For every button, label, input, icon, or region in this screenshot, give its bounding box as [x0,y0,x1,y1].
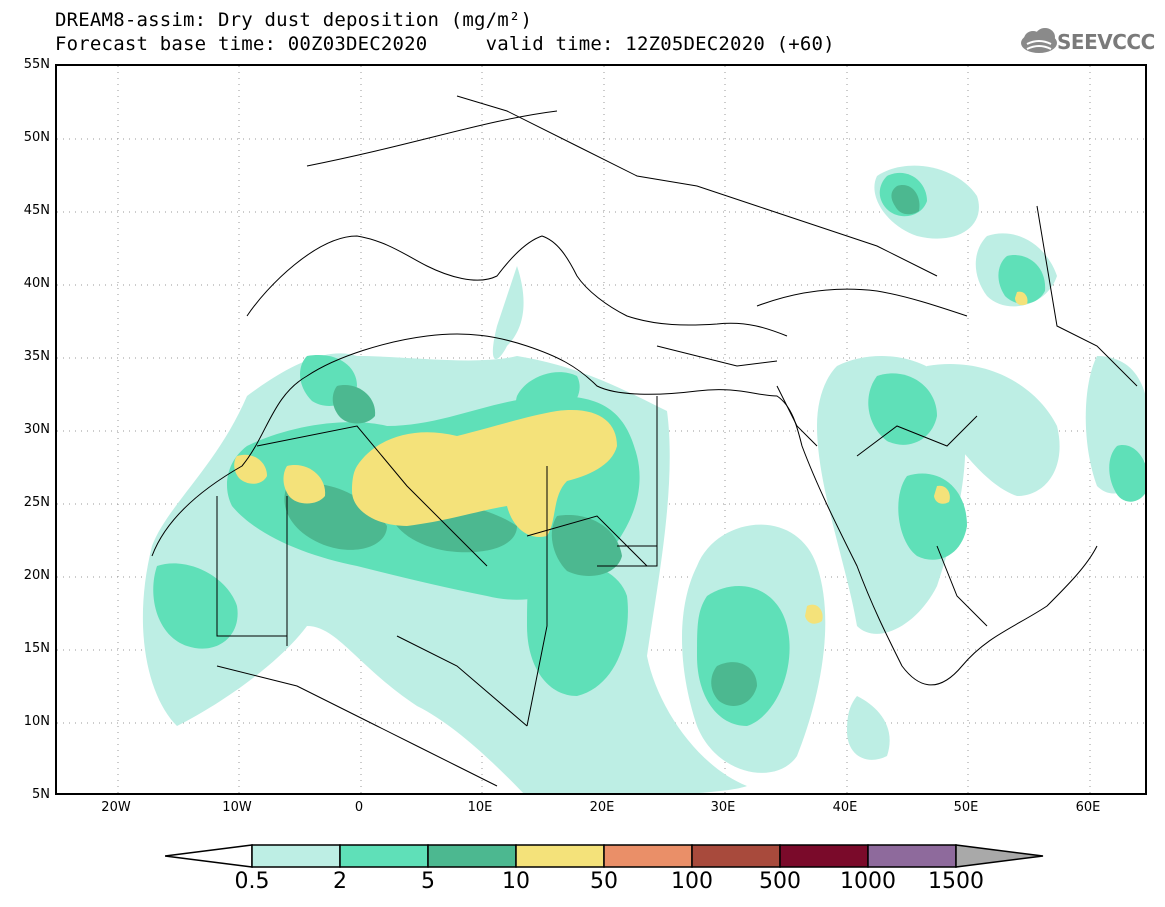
lat-label: 40N [23,276,50,291]
lat-label: 5N [32,787,50,802]
colorbar-right-arrow [955,844,1044,868]
colorbar-bin [427,844,517,868]
lon-label: 30E [710,800,736,815]
lon-label: 50E [953,800,979,815]
colorbar-bin [603,844,693,868]
colorbar-label: 10 [502,869,530,894]
lat-label: 45N [23,203,50,218]
map-panel [55,64,1147,795]
colorbar-label: 2 [333,869,347,894]
colorbar-label: 100 [671,869,713,894]
colorbar-bin [251,844,341,868]
lon-label: 20W [101,800,131,815]
lat-label: 15N [23,641,50,656]
lat-label: 50N [23,130,50,145]
colorbar-bin [779,844,869,868]
colorbar-label: 5 [421,869,435,894]
colorbar-label: 1000 [840,869,896,894]
lat-label: 20N [23,568,50,583]
lon-label: 40E [832,800,858,815]
colorbar-label: 1500 [928,869,984,894]
deposition-level-10 [234,291,1028,624]
colorbar-bin [867,844,957,868]
colorbar-label: 0.5 [234,869,270,894]
logo-text: SEEVCCC [1057,30,1155,54]
lat-label: 35N [23,349,50,364]
colorbar-bin [515,844,605,868]
cloud-icon [1021,28,1057,53]
coastlines [151,95,1138,787]
forecast-time-line: Forecast base time: 00Z03DEC2020 valid t… [55,33,835,55]
lon-label: 10W [222,800,252,815]
colorbar-bin [691,844,781,868]
lon-label: 20E [589,800,615,815]
map-title: DREAM8-assim: Dry dust deposition (mg/m²… [55,9,533,31]
lon-label: 60E [1075,800,1101,815]
colorbar-bin [339,844,429,868]
lon-label: 10E [467,800,493,815]
lat-label: 55N [23,57,50,72]
lat-label: 30N [23,422,50,437]
lat-label: 10N [23,714,50,729]
lat-label: 25N [23,495,50,510]
dust-deposition-map [57,66,1145,793]
lon-label: 0 [354,800,364,815]
colorbar-label: 500 [759,869,801,894]
colorbar [165,844,1044,868]
colorbar-label: 50 [590,869,618,894]
colorbar-left-arrow [165,844,253,868]
